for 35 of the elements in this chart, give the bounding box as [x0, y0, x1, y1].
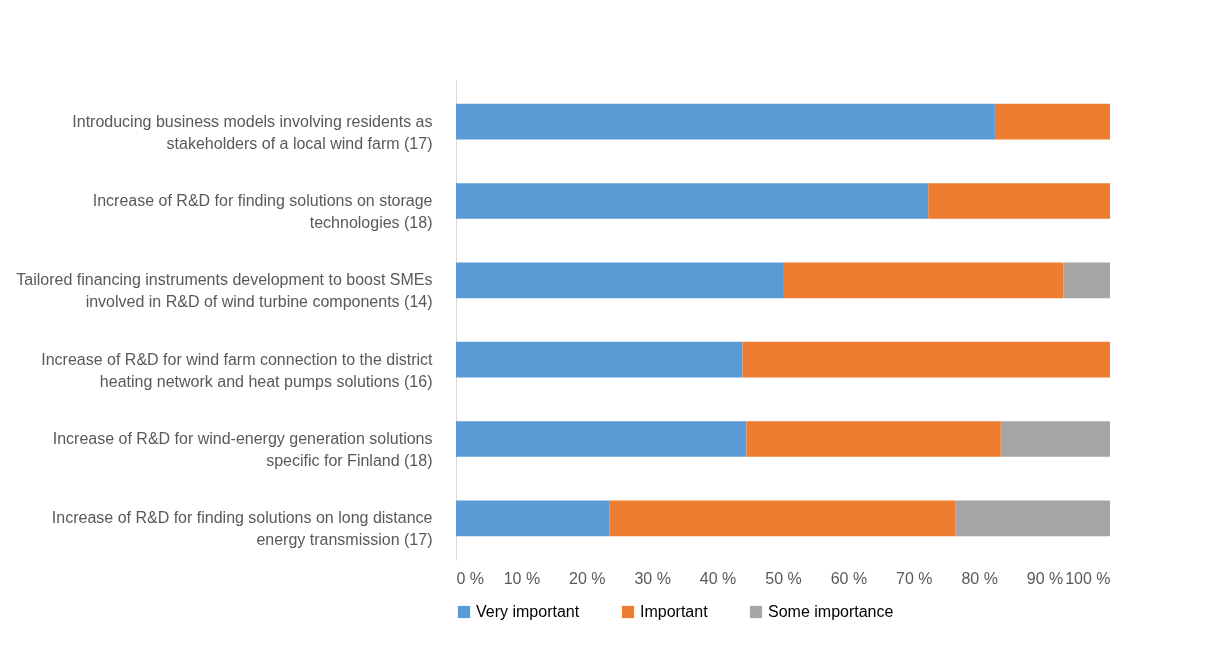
- bar: [609, 500, 956, 537]
- x-tick-label: 10 %: [503, 569, 541, 587]
- bar: [456, 341, 743, 378]
- legend-label: Some importance: [768, 603, 894, 620]
- bar: [783, 262, 1064, 299]
- y-tick-label: Increase of R&D for wind farm connection to the district heating network and heat pumps solutions (16): [41, 350, 434, 390]
- x-tick-label: 80 %: [961, 569, 998, 587]
- x-tick-label: 20 %: [569, 569, 606, 587]
- legend-label: Very important: [476, 603, 580, 620]
- bar: [928, 183, 1110, 219]
- x-tick-label: 60 %: [830, 569, 868, 587]
- y-tick-label: Tailored financing instruments development to boost SMEs involved in R&D of wind turbine components (14): [16, 271, 433, 311]
- bar: [1063, 262, 1110, 299]
- x-tick-label: 40 %: [699, 569, 737, 587]
- bar: [746, 421, 1001, 457]
- legend-label: Important: [640, 603, 709, 620]
- bar: [742, 341, 1110, 378]
- bar: [456, 103, 995, 140]
- bar: [955, 500, 1110, 537]
- bar: [456, 262, 783, 299]
- y-tick-label: Increase of R&D for finding solutions on long distance energy transmission (17): [51, 509, 433, 549]
- bar: [456, 421, 747, 457]
- x-tick-label: 100 %: [1065, 569, 1111, 587]
- bar: [994, 103, 1110, 140]
- bar: [1000, 421, 1110, 457]
- x-tick-label: 30 %: [634, 569, 671, 587]
- bar: [456, 500, 610, 537]
- x-tick-label: 50 %: [765, 569, 802, 587]
- x-tick-label: 0 %: [456, 569, 485, 587]
- y-tick-label: Introducing business models involving residents as stakeholders of a local wind farm (17): [72, 112, 433, 152]
- y-tick-label: Increase of R&D for wind-energy generation solutions specific for Finland (18): [52, 430, 433, 470]
- x-tick-label: 90 %: [1026, 569, 1064, 587]
- bar: [456, 183, 929, 219]
- y-tick-label: Increase of R&D for finding solutions on storage technologies (18): [92, 191, 433, 231]
- x-tick-label: 70 %: [896, 569, 933, 587]
